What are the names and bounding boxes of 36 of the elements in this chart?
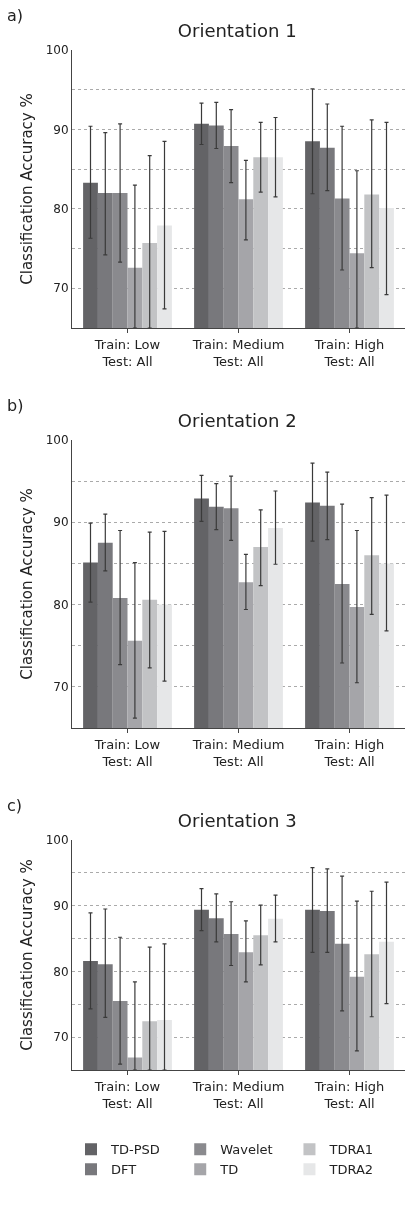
chart-title: Orientation 3 — [177, 809, 297, 831]
legend-label: DFT — [111, 1162, 137, 1178]
x-tick-label: Train: High Test: All — [313, 336, 385, 369]
x-tick-label: Train: Medium Test: All — [191, 1078, 285, 1111]
y-tick-label: 70 — [53, 680, 69, 695]
x-tick-label: Train: High Test: All — [313, 736, 385, 769]
y-tick-label: 100 — [45, 833, 69, 848]
text: b) — [7, 396, 24, 415]
y-axis-title: Classification Accuracy % — [18, 93, 36, 285]
x-tick-label: Train: Low Test: All — [93, 1078, 161, 1111]
x-tick-label: Train: Low Test: All — [93, 736, 161, 769]
y-tick-label: 100 — [45, 433, 69, 448]
x-tick-label: Train: High Test: All — [313, 1078, 385, 1111]
chart-title: Orientation 2 — [177, 409, 297, 431]
y-tick-label: 80 — [53, 597, 69, 612]
y-tick-label: 90 — [53, 898, 69, 913]
legend-label: TD — [219, 1162, 239, 1178]
y-tick-label: 80 — [53, 202, 69, 217]
x-tick-label: Train: Medium Test: All — [191, 736, 285, 769]
text: a) — [7, 6, 24, 25]
legend-label: TD-PSD — [110, 1142, 160, 1158]
y-axis-title: Classification Accuracy % — [18, 859, 36, 1051]
legend-label: TDRA2 — [328, 1162, 374, 1178]
legend-label: Wavelet — [220, 1142, 273, 1158]
x-tick-label: Train: Medium Test: All — [191, 336, 285, 369]
y-tick-label: 70 — [53, 281, 69, 296]
text: c) — [7, 796, 23, 815]
y-tick-label: 100 — [45, 43, 69, 58]
legend-label: TDRA1 — [328, 1142, 374, 1158]
y-tick-label: 90 — [53, 515, 69, 530]
chart-title: Orientation 1 — [177, 19, 297, 41]
y-axis-title: Classification Accuracy % — [18, 488, 36, 680]
y-tick-label: 90 — [53, 122, 69, 137]
x-tick-label: Train: Low Test: All — [93, 336, 161, 369]
y-tick-label: 70 — [53, 1030, 69, 1045]
y-tick-label: 80 — [53, 964, 69, 979]
